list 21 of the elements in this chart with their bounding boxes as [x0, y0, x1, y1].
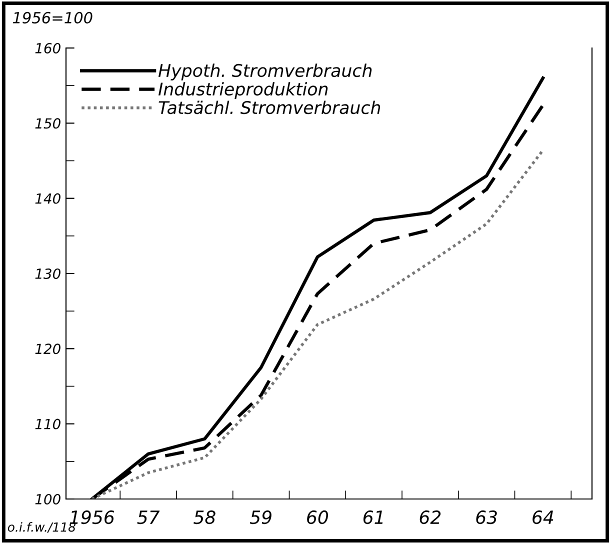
x-tick-label: 57 — [137, 510, 160, 524]
y-tick-label: 130 — [35, 268, 60, 279]
text: o.i.f.w./118 — [8, 522, 76, 533]
y-axis-title: 1956=100 — [12, 12, 92, 24]
y-tick-label: 120 — [35, 344, 60, 354]
x-tick-label: 63 — [476, 510, 497, 524]
y-tick-label: 150 — [35, 118, 60, 129]
x-tick-label: 60 — [307, 510, 328, 524]
x-tick-label: 58 — [194, 510, 216, 524]
legend-label: Tatsächl. Stromverbrauch — [158, 100, 380, 114]
x-tick-label: 61 — [363, 510, 383, 524]
legend-label: Hypoth. Stromverbrauch — [158, 64, 372, 80]
legend-label: Industrieproduktion — [158, 82, 328, 99]
x-tick-label: 59 — [250, 510, 272, 524]
y-tick-label: 100 — [35, 494, 60, 504]
x-tick-label: 64 — [532, 510, 554, 524]
y-tick-label: 160 — [35, 42, 60, 54]
x-tick-label: 62 — [420, 510, 441, 524]
x-tick-label: 1956 — [70, 510, 114, 524]
y-tick-label: 110 — [35, 418, 60, 430]
y-tick-label: 140 — [35, 193, 60, 204]
